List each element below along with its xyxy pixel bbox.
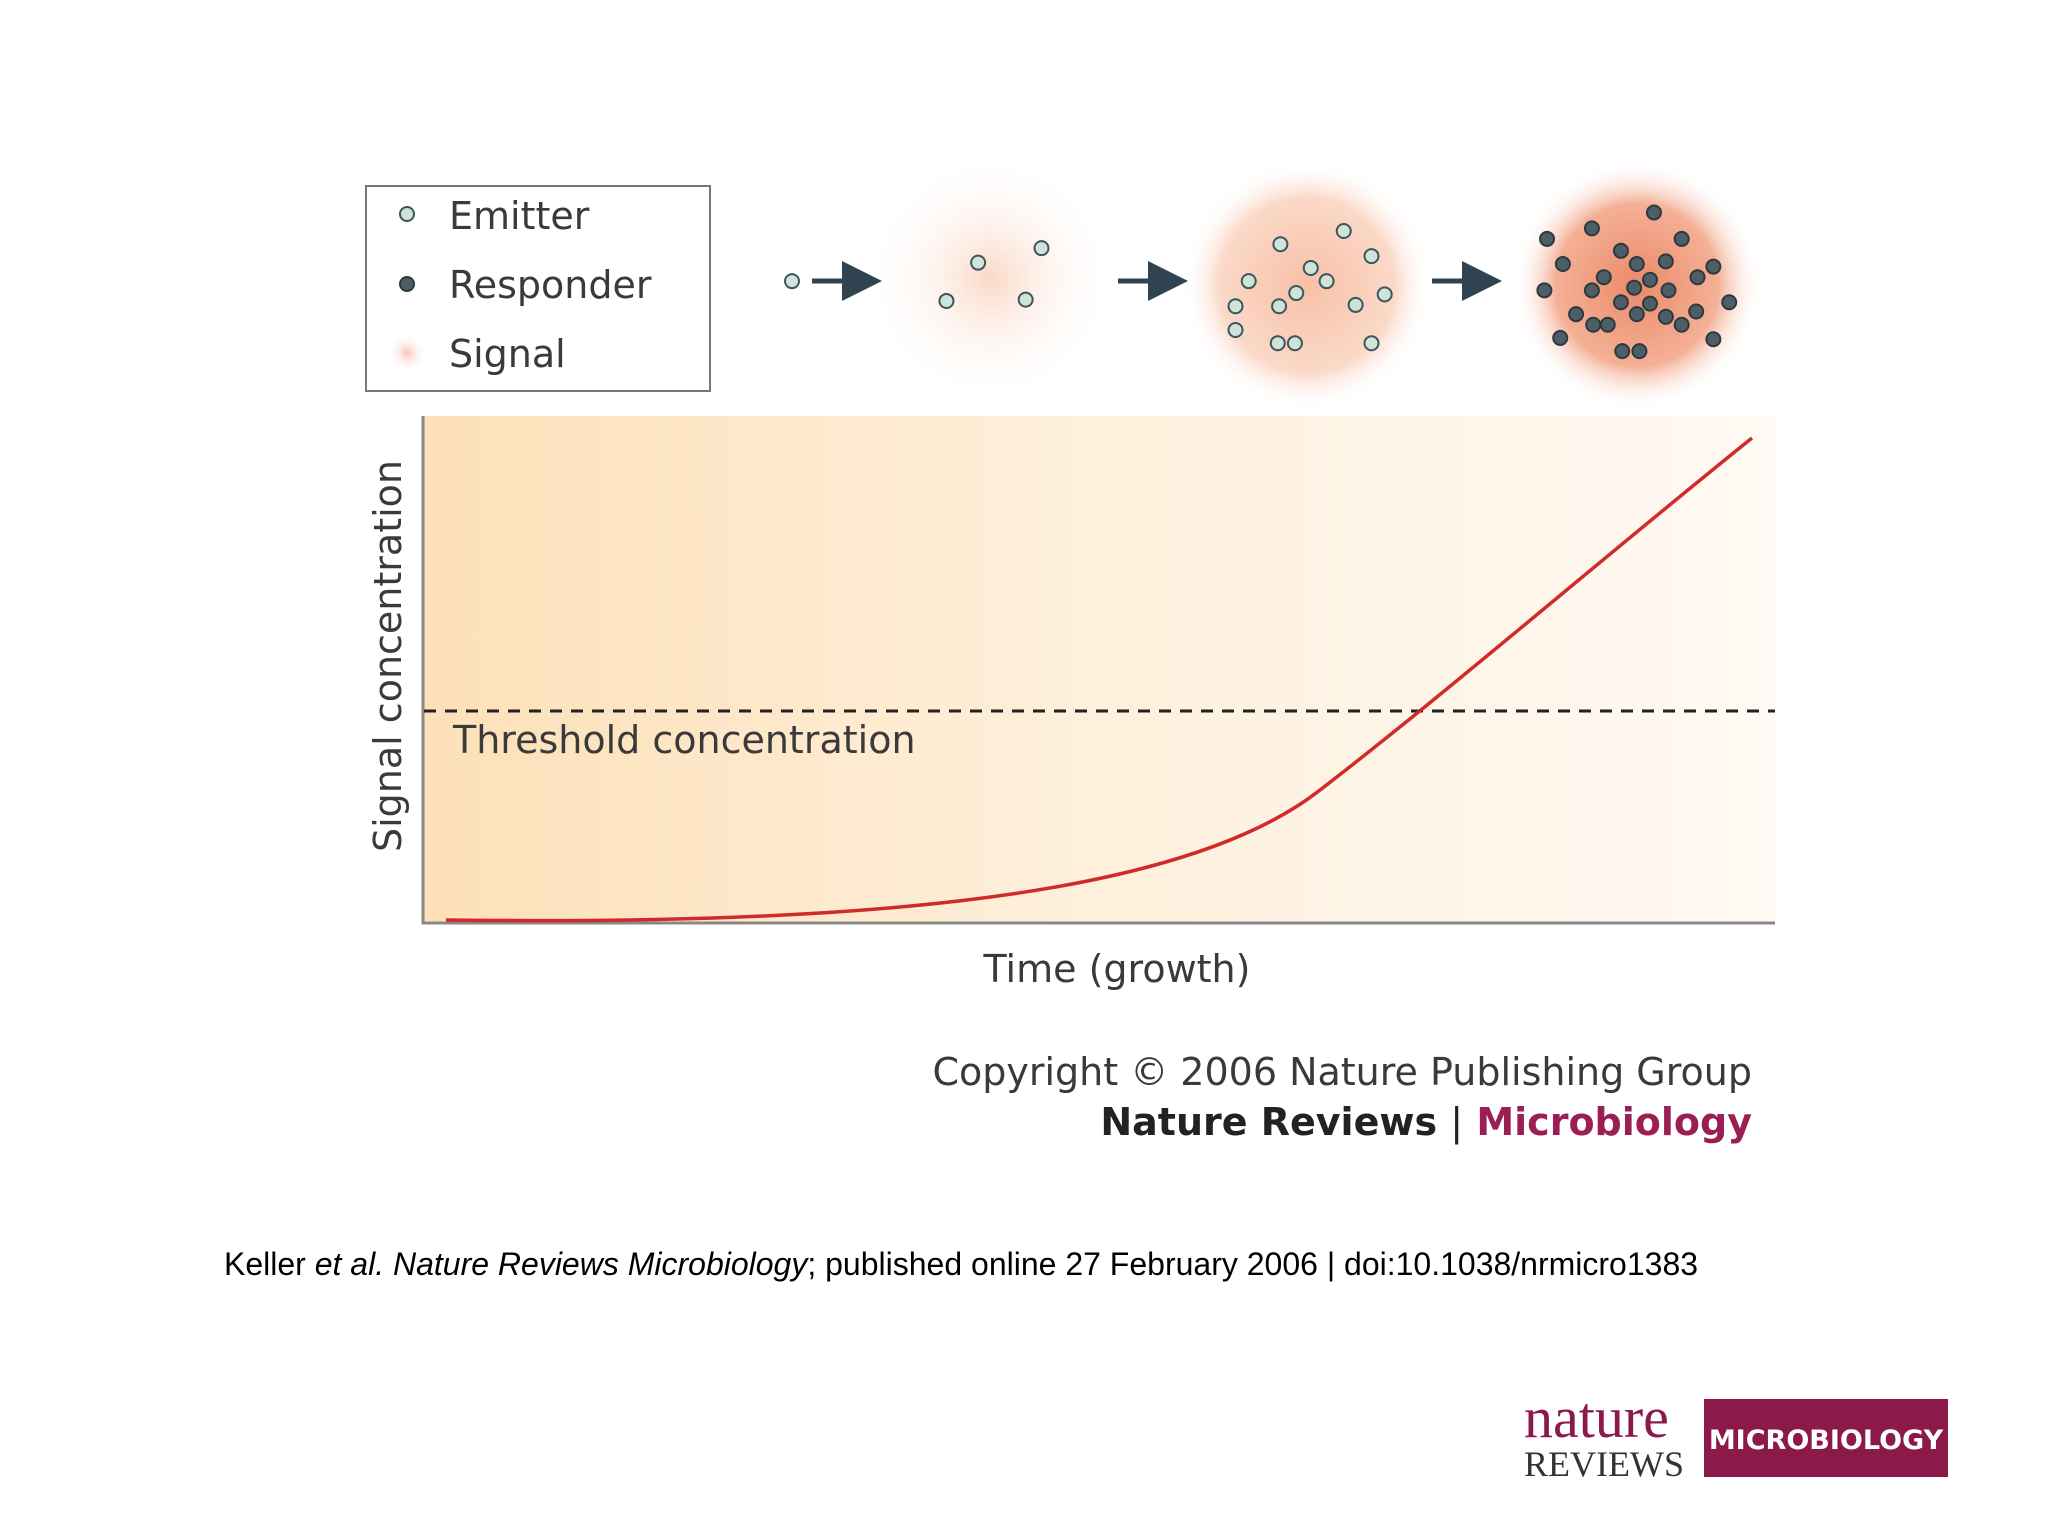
emitter-cell: [1286, 335, 1303, 352]
emitter-cell: [1272, 236, 1289, 253]
legend-label: Emitter: [449, 194, 590, 238]
citation-rest: ; published online 27 February 2006 | do…: [807, 1246, 1698, 1282]
responder-cell: [1583, 282, 1600, 299]
responder-cell: [1705, 258, 1722, 275]
logo-nature: nature: [1524, 1385, 1669, 1450]
separator: |: [1450, 1100, 1463, 1145]
responder-cell: [1626, 279, 1643, 296]
emitter-cell: [1376, 286, 1393, 303]
legend-label: Responder: [449, 263, 652, 307]
threshold-label: Threshold concentration: [452, 718, 916, 762]
responder-cell: [1536, 282, 1553, 299]
logo-reviews: REVIEWS: [1524, 1444, 1684, 1484]
responder-cell: [1585, 316, 1602, 333]
emitter-cell: [1227, 322, 1244, 338]
citation-author: Keller: [224, 1246, 306, 1282]
emitter-cell: [1240, 273, 1257, 290]
emitter-cell: [1318, 273, 1335, 290]
logo-microbiology: MICROBIOLOGY: [1709, 1425, 1944, 1456]
responder-cell: [1568, 306, 1585, 323]
emitter-cell: [1269, 335, 1286, 352]
responder-cell: [1673, 230, 1690, 247]
illustration: [784, 153, 1762, 410]
emitter-cell: [970, 254, 987, 271]
citation-etal: et al.: [315, 1246, 384, 1282]
emitter-cell: [1033, 240, 1050, 257]
responder-cell: [1689, 269, 1706, 286]
responder-cell: [1583, 220, 1600, 237]
responder-cell: [1657, 253, 1674, 270]
journal-line: Nature Reviews | Microbiology: [1100, 1100, 1752, 1145]
responder-cell: [1721, 294, 1738, 311]
plot-area: [423, 416, 1775, 923]
emitter-cell: [1017, 291, 1034, 308]
responder-cell: [1614, 343, 1631, 360]
emitter-cell: [1271, 298, 1288, 315]
responder-cell: [1612, 242, 1629, 259]
emitter-cell: [1288, 285, 1305, 302]
responder-cell: [1595, 269, 1612, 286]
responder-cell: [1539, 230, 1556, 247]
responder-cell: [1642, 271, 1658, 288]
section: Microbiology: [1476, 1100, 1752, 1144]
responder-cell: [1673, 316, 1690, 333]
signal-curve: [445, 436, 1754, 923]
responder-cell: [1599, 316, 1616, 333]
responder-icon: [399, 276, 415, 292]
emitter-cell: [1302, 259, 1319, 276]
responder-cell: [1642, 295, 1658, 312]
responder-cell: [1612, 294, 1629, 311]
responder-cell: [1645, 204, 1662, 221]
citation: Keller et al. Nature Reviews Microbiolog…: [224, 1246, 1698, 1282]
logo-box: [1704, 1399, 1948, 1477]
emitter-cell: [1347, 296, 1364, 313]
responder-cell: [1628, 256, 1645, 272]
responder-cell: [1688, 303, 1705, 320]
signal-icon: [387, 333, 427, 373]
x-axis-label: Time (growth): [983, 947, 1251, 991]
legend-label: Signal: [449, 332, 566, 376]
responder-cell: [1631, 343, 1648, 360]
emitter-cell: [938, 292, 955, 309]
responder-cell: [1554, 256, 1571, 272]
emitter-cell: [1227, 298, 1244, 315]
responder-cell: [1552, 329, 1569, 346]
responder-cell: [1628, 306, 1645, 323]
emitter-icon: [399, 206, 415, 222]
responder-cell: [1705, 331, 1722, 348]
y-axis-label: Signal concentration: [366, 460, 410, 852]
emitter-cell: [1335, 223, 1352, 239]
journal: Nature Reviews: [1100, 1100, 1437, 1144]
citation-journal: Nature Reviews Microbiology: [393, 1246, 809, 1282]
responder-cell: [1660, 282, 1677, 299]
copyright: Copyright © 2006 Nature Publishing Group: [932, 1050, 1752, 1094]
emitter-cell: [1363, 248, 1380, 265]
responder-cell: [1657, 308, 1674, 325]
emitter-cell: [1363, 335, 1380, 352]
emitter-cell: [784, 273, 800, 290]
